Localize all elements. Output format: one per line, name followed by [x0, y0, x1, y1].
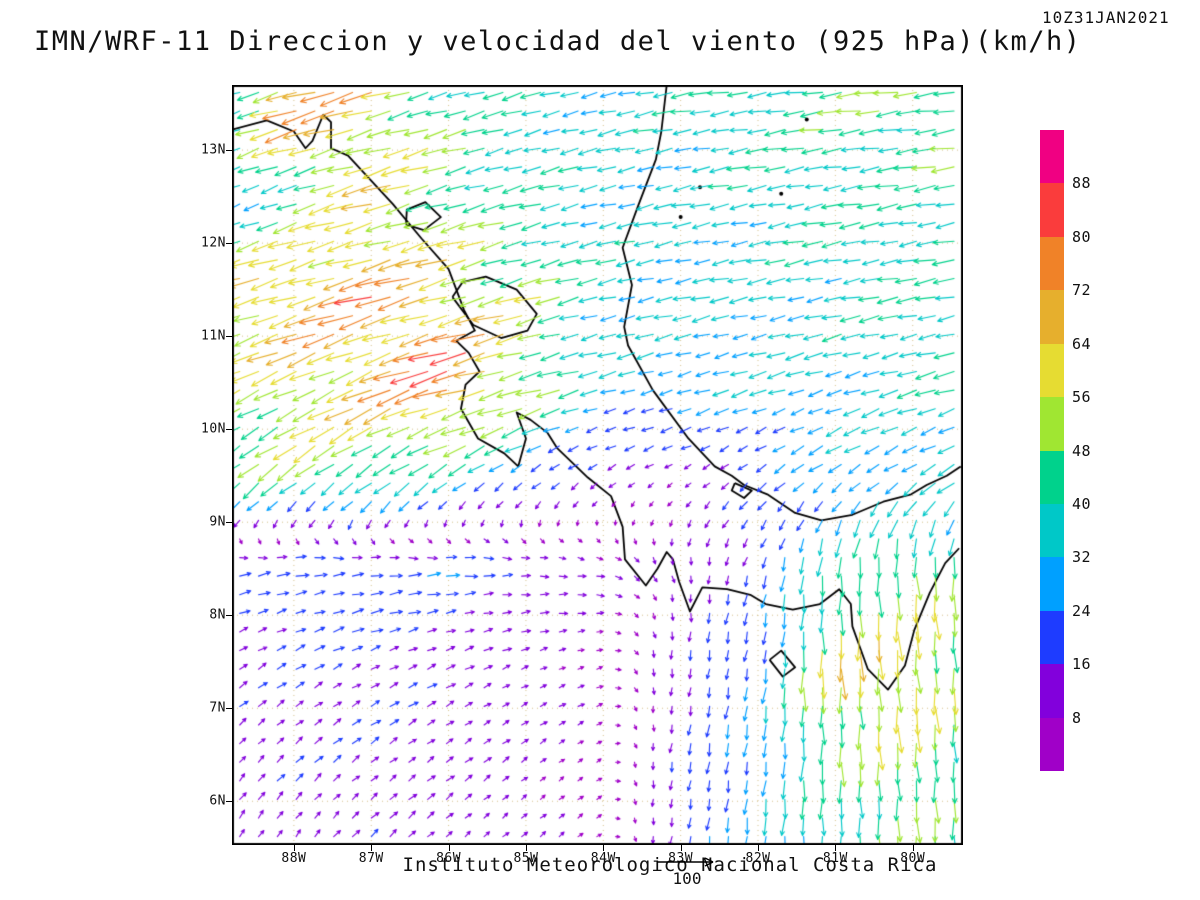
colorbar-level-label: 80 — [1072, 227, 1092, 246]
colorbar-block — [1040, 236, 1064, 291]
lon-tick-label: 81W — [822, 851, 848, 866]
map-plot-area — [232, 85, 963, 845]
lon-tick-mark — [448, 845, 450, 851]
lon-tick-mark — [525, 845, 527, 851]
lon-tick-mark — [758, 845, 759, 851]
lat-tick-label: 8N — [209, 607, 226, 623]
colorbar-block — [1040, 664, 1064, 719]
valid-time-label: 10Z31JAN2021 — [1042, 8, 1170, 27]
lon-tick-mark — [293, 845, 295, 851]
lon-tick-label: 80W — [900, 851, 926, 866]
colorbar-block — [1040, 450, 1064, 505]
vector-key-arrow-icon — [657, 857, 714, 867]
colorbar-block — [1040, 503, 1064, 558]
lon-tick-mark — [371, 845, 373, 851]
colorbar-block — [1040, 610, 1064, 665]
colorbar-level-label: 24 — [1072, 601, 1092, 620]
wind-vector-map-canvas — [232, 85, 963, 845]
lon-tick-mark — [835, 845, 837, 851]
colorbar-level-label: 48 — [1072, 441, 1092, 460]
colorbar-block — [1040, 130, 1064, 184]
colorbar-level-label: 88 — [1072, 174, 1092, 193]
lat-tick-mark — [226, 522, 232, 524]
lat-tick-label: 11N — [201, 328, 226, 344]
colorbar-block — [1040, 557, 1064, 612]
lon-tick-label: 85W — [513, 851, 539, 866]
lon-tick-mark — [680, 845, 682, 851]
lat-tick-mark — [226, 429, 232, 431]
lon-tick-label: 86W — [436, 851, 462, 866]
lat-tick-mark — [226, 336, 232, 338]
chart-title: IMN/WRF-11 Direccion y velocidad del vie… — [34, 26, 1082, 57]
lat-tick-label: 6N — [209, 793, 226, 809]
colorbar-block — [1040, 290, 1064, 345]
colorbar-block — [1040, 183, 1064, 238]
colorbar-level-label: 16 — [1072, 655, 1092, 674]
colorbar-level-label: 8 — [1072, 708, 1082, 727]
colorbar-block — [1040, 397, 1064, 451]
colorbar-level-label: 56 — [1072, 388, 1092, 407]
colorbar-block — [1040, 717, 1064, 772]
lat-tick-mark — [226, 708, 232, 710]
lat-tick-label: 12N — [201, 235, 226, 251]
colorbar-level-label: 40 — [1072, 494, 1092, 513]
lat-tick-label: 10N — [201, 421, 226, 437]
lon-tick-mark — [912, 845, 914, 851]
lat-tick-mark — [226, 801, 232, 803]
lon-tick-label: 82W — [745, 851, 771, 866]
footer-institution-text: Instituto Meteorologico Nacional Costa R… — [402, 854, 938, 876]
lat-tick-mark — [226, 150, 232, 152]
lat-tick-label: 7N — [209, 700, 226, 716]
lat-tick-label: 13N — [201, 142, 226, 158]
lat-tick-label: 9N — [209, 514, 226, 530]
lon-tick-label: 87W — [358, 851, 384, 866]
lon-tick-label: 88W — [281, 851, 307, 866]
lat-tick-mark — [226, 243, 232, 245]
colorbar-level-label: 72 — [1072, 281, 1092, 300]
vector-key-label: 100 — [672, 869, 702, 888]
lat-tick-mark — [226, 615, 232, 617]
colorbar-level-label: 64 — [1072, 334, 1092, 353]
lon-tick-label: 84W — [590, 851, 616, 866]
colorbar-block — [1040, 343, 1064, 398]
lon-tick-mark — [603, 845, 605, 851]
colorbar-level-label: 32 — [1072, 548, 1092, 567]
